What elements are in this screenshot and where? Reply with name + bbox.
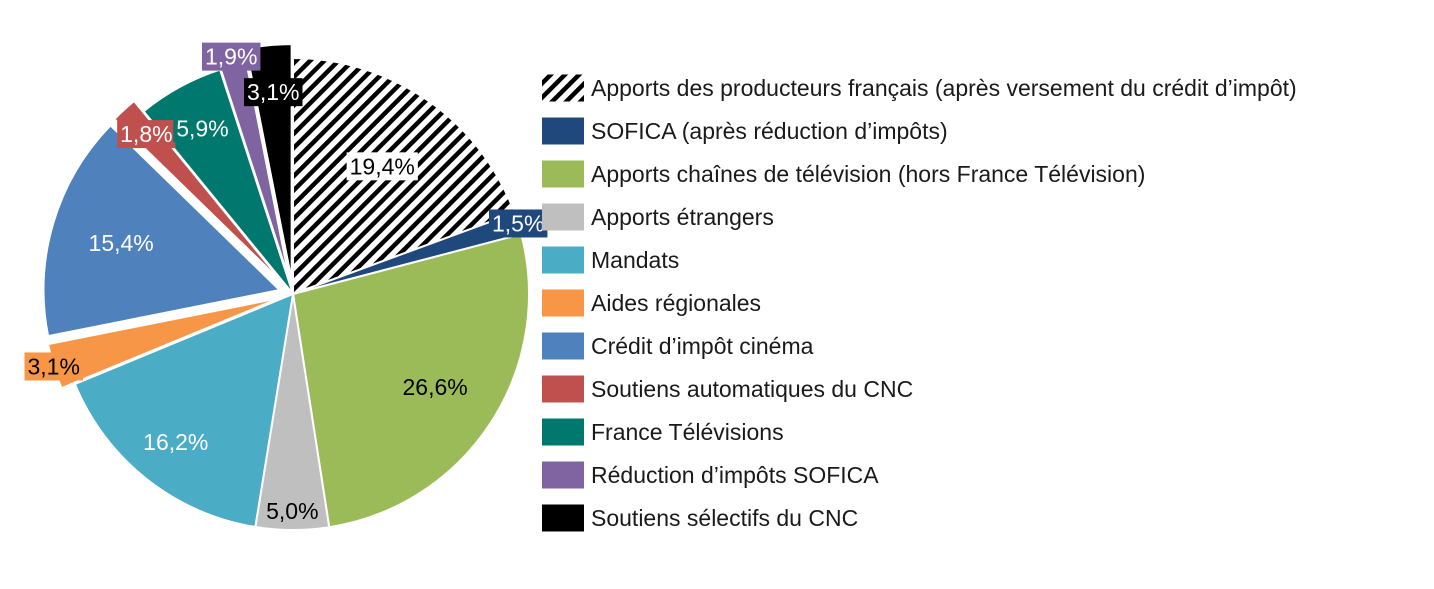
slice-label-1: 19,4%: [346, 152, 418, 181]
slice-label-8: 1,8%: [117, 120, 176, 149]
slice-label-box-11: [244, 78, 303, 107]
legend-swatch-6: [542, 289, 584, 317]
slice-label-box-2: [488, 209, 548, 238]
legend-swatch-7: [542, 332, 584, 360]
slice-label-2: 1,5%: [488, 209, 548, 238]
slice-label-text-9: 5,9%: [176, 115, 228, 141]
legend-label-1: Apports des producteurs français (après …: [591, 75, 1297, 101]
legend-label-11: Soutiens sélectifs du CNC: [591, 505, 858, 531]
legend-label-8: Soutiens automatiques du CNC: [591, 376, 913, 402]
pie-slice-7: [42, 123, 282, 338]
slice-label-4: 5,0%: [266, 498, 318, 524]
slice-label-text-5: 16,2%: [143, 429, 208, 455]
legend-swatch-9: [542, 418, 584, 446]
legend-label-7: Crédit d’impôt cinéma: [591, 333, 814, 359]
slice-label-5: 16,2%: [143, 429, 208, 455]
slice-label-3: 26,6%: [403, 374, 468, 400]
slice-label-text-11: 3,1%: [247, 79, 299, 105]
legend-swatch-3: [542, 160, 584, 188]
legend-label-6: Aides régionales: [591, 290, 761, 316]
legend-swatch-10: [542, 461, 584, 489]
slice-label-box-8: [117, 120, 176, 149]
slice-label-text-4: 5,0%: [266, 498, 318, 524]
slice-label-text-7: 15,4%: [89, 230, 154, 256]
slice-label-box-6: [24, 352, 83, 381]
slice-label-7: 15,4%: [89, 230, 154, 256]
slice-label-6: 3,1%: [24, 352, 83, 381]
legend-swatch-5: [542, 246, 584, 274]
slice-label-box-9: [173, 114, 232, 143]
slice-label-10: 1,9%: [201, 42, 261, 71]
legend-swatch-2: [542, 117, 584, 145]
slice-label-text-6: 3,1%: [28, 353, 80, 379]
legend-label-9: France Télévisions: [591, 419, 784, 445]
legend-label-5: Mandats: [591, 247, 679, 273]
pie-slice-5: [73, 292, 295, 529]
slice-label-box-1: [346, 152, 418, 181]
legend-swatch-8: [542, 375, 584, 403]
legend-label-2: SOFICA (après réduction d’impôts): [591, 118, 948, 144]
pie-slice-3: [291, 232, 530, 529]
slice-label-text-8: 1,8%: [120, 121, 172, 147]
pie-slices: [42, 43, 530, 531]
slice-label-text-1: 19,4%: [350, 153, 415, 179]
slice-label-11: 3,1%: [244, 78, 303, 107]
legend-swatch-1: [542, 74, 584, 102]
legend-swatch-4: [542, 203, 584, 231]
legend-label-4: Apports étrangers: [591, 204, 774, 230]
legend: Apports des producteurs français (après …: [542, 74, 1297, 532]
slice-label-text-3: 26,6%: [403, 374, 468, 400]
slice-labels: 19,4% 1,5% 26,6% 5,0% 16,2% 3,1% 15,4% 1,8% 5,9%…: [24, 42, 548, 524]
legend-label-10: Réduction d’impôts SOFICA: [591, 462, 879, 488]
slice-label-9: 5,9%: [173, 114, 232, 143]
legend-swatch-11: [542, 504, 584, 532]
legend-label-3: Apports chaînes de télévision (hors Fran…: [591, 161, 1145, 187]
slice-label-text-10: 1,9%: [205, 44, 257, 70]
slice-label-text-2: 1,5%: [492, 210, 544, 236]
slice-label-box-10: [201, 42, 261, 71]
